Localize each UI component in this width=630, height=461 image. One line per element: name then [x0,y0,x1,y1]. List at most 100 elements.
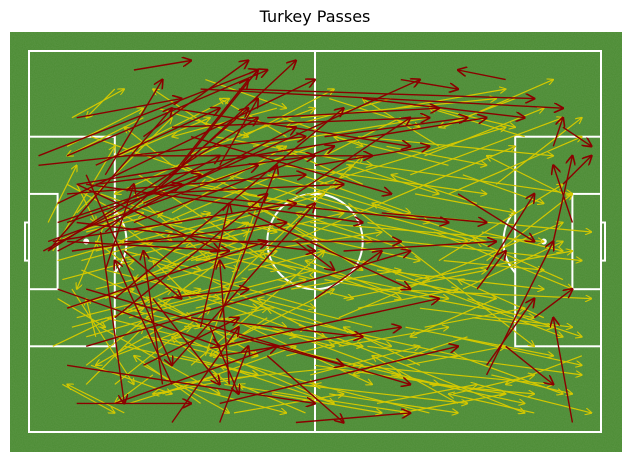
unsuccessful-pass-arrow [133,61,191,71]
unsuccessful-pass-arrow [267,108,439,119]
unsuccessful-pass-arrow [71,223,287,252]
unsuccessful-pass-arrow [171,118,429,128]
completed-pass-arrow [133,308,210,328]
completed-pass-arrow [449,394,535,414]
unsuccessful-pass-arrow [238,336,344,366]
completed-pass-arrow [200,250,277,270]
completed-pass-arrow [71,308,143,328]
completed-pass-arrow [310,221,544,242]
completed-pass-arrow [310,346,420,376]
completed-pass-arrow [243,89,335,138]
unsuccessful-pass-arrow [133,146,334,224]
completed-pass-arrow [300,174,411,213]
completed-pass-arrow [367,221,467,242]
completed-pass-arrow [258,299,373,328]
unsuccessful-pass-arrow [552,156,572,242]
completed-pass-arrow [229,175,354,214]
unsuccessful-pass-arrow [190,136,391,194]
completed-pass-arrow [306,261,382,290]
completed-pass-arrow [224,194,324,224]
completed-pass-arrow [405,346,506,366]
unsuccessful-pass-arrow [142,61,248,138]
completed-pass-arrow [181,288,258,308]
unsuccessful-pass-arrow [486,299,535,366]
completed-pass-arrow [128,375,220,404]
unsuccessful-pass-arrow [171,107,410,146]
completed-pass-arrow [62,383,114,413]
completed-pass-arrow [76,213,144,233]
unsuccessful-pass-arrow [553,318,574,423]
unsuccessful-pass-arrow [505,345,554,384]
unsuccessful-pass-arrow [67,240,229,252]
unsuccessful-pass-arrow [181,193,449,223]
unsuccessful-pass-arrow [66,184,181,224]
unsuccessful-pass-arrow [171,80,248,176]
right-goal [600,221,606,262]
completed-pass-arrow [114,242,191,262]
unsuccessful-pass-arrow [86,251,410,347]
completed-pass-arrow [67,117,144,156]
completed-pass-arrow [391,374,524,404]
completed-pass-arrow [295,383,468,403]
completed-pass-arrow [429,383,534,394]
unsuccessful-pass-arrow [114,194,267,319]
unsuccessful-pass-arrow [114,346,277,405]
unsuccessful-pass-arrow [295,240,334,271]
completed-pass-arrow [405,326,554,356]
completed-pass-arrow [76,184,96,222]
completed-pass-arrow [205,79,286,109]
completed-pass-arrow [71,288,134,384]
completed-pass-arrow [153,261,192,300]
completed-pass-arrow [105,317,181,337]
completed-pass-arrow [381,288,592,299]
left-goal [24,221,30,262]
completed-pass-arrow [414,193,515,213]
completed-pass-arrow [333,336,525,413]
completed-pass-arrow [338,327,449,347]
unsuccessful-pass-arrow [76,221,315,252]
completed-pass-arrow [491,374,572,394]
unsuccessful-pass-arrow [314,251,382,300]
completed-pass-arrow [476,383,591,413]
completed-pass-arrow [410,298,497,337]
unsuccessful-pass-arrow [209,326,239,394]
completed-pass-arrow [453,375,534,395]
completed-pass-arrow [357,136,553,156]
unsuccessful-pass-arrow [143,251,164,385]
completed-pass-arrow [96,326,163,365]
completed-pass-arrow [410,118,563,176]
completed-pass-arrow [162,221,239,242]
completed-pass-arrow [291,270,401,290]
completed-pass-arrow [467,298,582,337]
completed-pass-arrow [495,118,582,185]
unsuccessful-pass-arrow [57,80,315,205]
completed-pass-arrow [119,118,211,157]
unsuccessful-pass-arrow [66,364,315,403]
unsuccessful-pass-arrow [76,183,220,251]
completed-pass-arrow [57,298,106,328]
unsuccessful-pass-arrow [199,203,230,328]
unsuccessful-pass-arrow [152,61,296,195]
completed-pass-arrow [295,221,372,242]
completed-pass-arrow [357,289,458,309]
unsuccessful-pass-arrow [86,288,410,384]
completed-pass-arrow [124,250,200,270]
completed-pass-arrow [348,164,439,194]
unsuccessful-pass-arrow [219,99,258,166]
completed-pass-arrow [271,393,382,413]
completed-pass-arrow [267,213,343,233]
completed-pass-arrow [257,326,334,346]
unsuccessful-pass-arrow [76,99,182,119]
unsuccessful-pass-arrow [143,184,343,195]
unsuccessful-pass-arrow [553,165,574,223]
completed-pass-arrow [171,280,248,300]
unsuccessful-pass-arrow [533,289,572,319]
unsuccessful-pass-arrow [219,165,277,318]
completed-pass-arrow [458,280,545,319]
pitch [10,32,622,452]
unsuccessful-pass-arrow [38,70,258,157]
unsuccessful-pass-arrow [47,118,258,252]
completed-pass-arrow [325,117,402,156]
unsuccessful-pass-arrow [457,193,534,242]
unsuccessful-pass-arrow [47,108,172,252]
